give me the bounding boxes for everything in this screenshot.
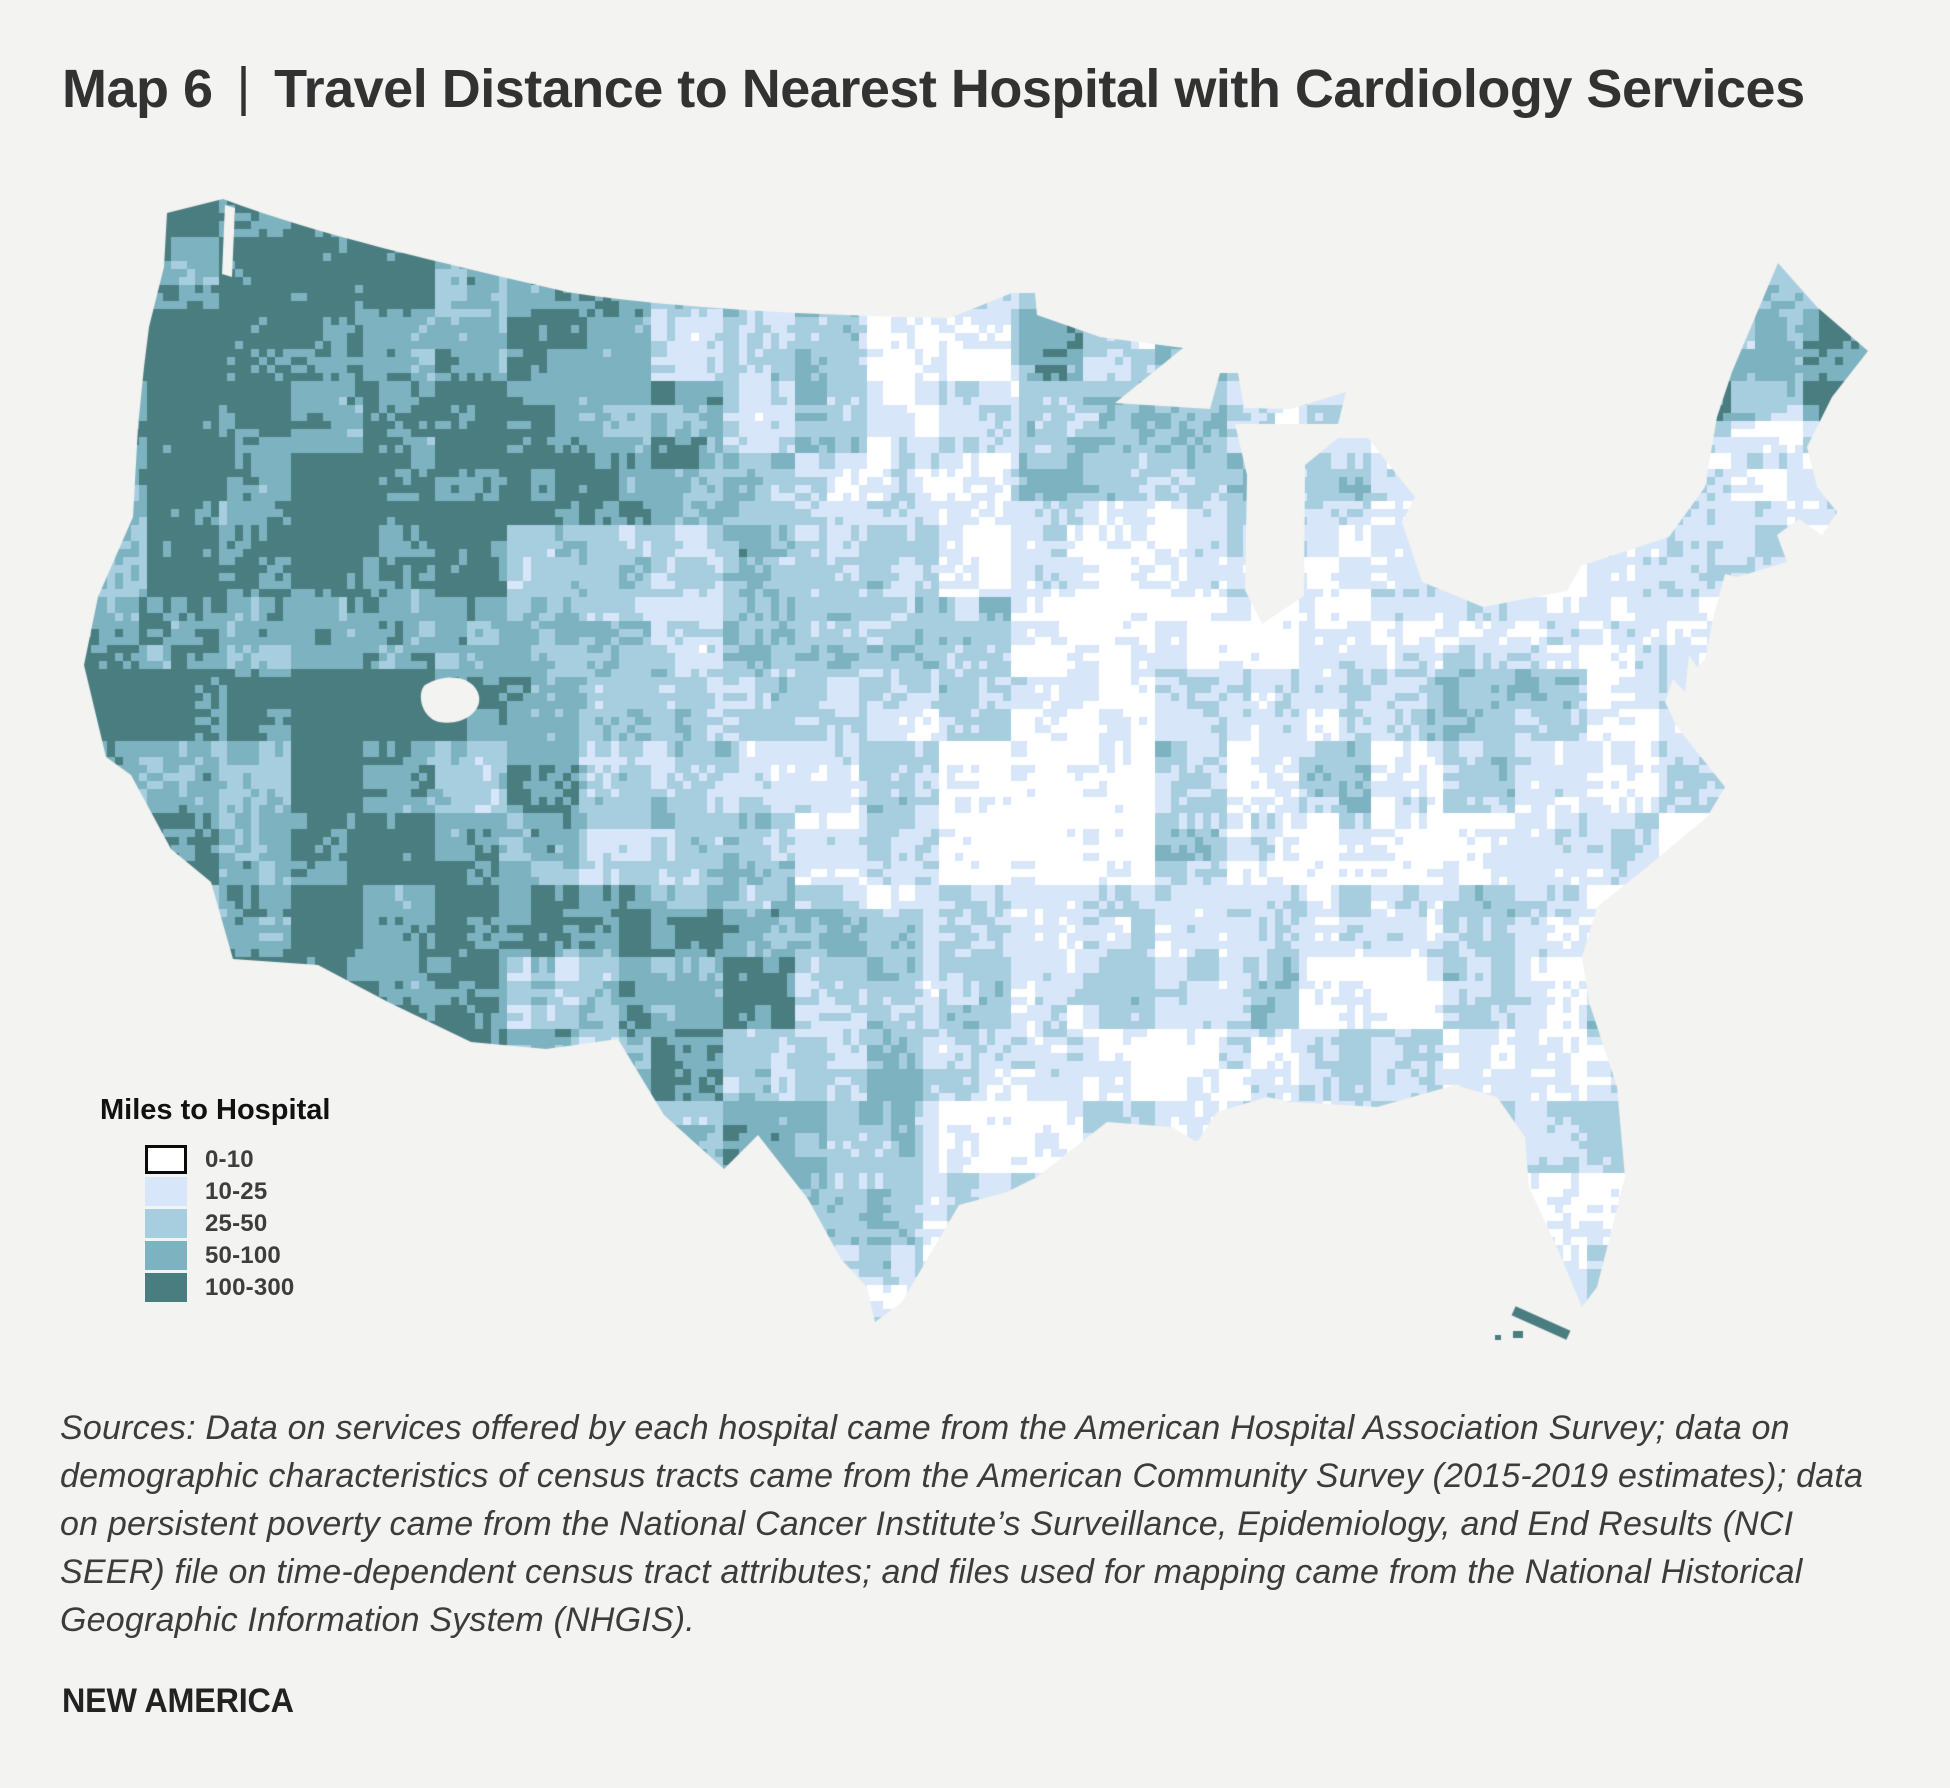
legend-swatch [145,1145,187,1174]
legend-swatch [145,1209,187,1238]
legend-items: 0-10 10-25 25-50 50-100 100-300 [145,1145,440,1302]
map-number: Map 6 [62,59,213,119]
legend-swatch [145,1241,187,1270]
legend-item: 25-50 [145,1209,440,1238]
legend-swatch [145,1177,187,1206]
legend-label: 10-25 [205,1177,268,1205]
legend-label: 25-50 [205,1209,268,1237]
us-choropleth-canvas [75,165,1875,1435]
legend-item: 0-10 [145,1145,440,1174]
page-title: Map 6 | Travel Distance to Nearest Hospita… [62,57,1805,120]
title-text: Travel Distance to Nearest Hospital with… [274,59,1805,119]
legend-label: 50-100 [205,1241,281,1269]
title-separator: | [236,57,251,117]
legend-item: 100-300 [145,1273,440,1302]
source-note: Sources: Data on services offered by eac… [60,1409,1864,1639]
legend-title: Miles to Hospital [100,1094,331,1126]
legend-item: 50-100 [145,1241,440,1270]
legend-label: 0-10 [205,1145,254,1173]
brand-logo: NEW AMERICA [62,1682,294,1720]
map-legend: Miles to Hospital 0-10 10-25 25-50 50-100 10… [100,1094,440,1302]
legend-label: 100-300 [205,1273,295,1301]
legend-swatch [145,1273,187,1302]
us-choropleth-map [75,165,1875,1435]
legend-item: 10-25 [145,1177,440,1206]
